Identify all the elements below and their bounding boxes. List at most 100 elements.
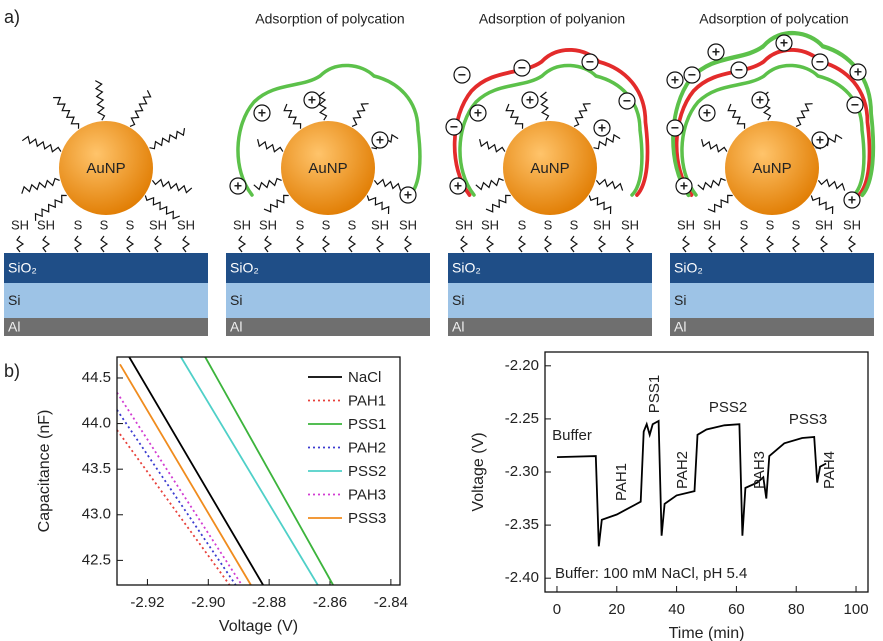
y-axis-label: Capacitance (nF) xyxy=(36,410,53,533)
charge-sign: + xyxy=(404,187,412,203)
polyelectrolyte xyxy=(671,30,876,198)
surface-label: SH xyxy=(233,217,251,232)
linker xyxy=(238,235,247,253)
schematic-title: Adsorption of polycation xyxy=(255,11,404,27)
substrate-layer xyxy=(448,318,652,336)
x-tick-label: 20 xyxy=(608,601,625,618)
linker xyxy=(708,235,717,253)
substrate-layer xyxy=(670,318,874,336)
ligand xyxy=(129,90,152,127)
legend-label: PAH2 xyxy=(348,439,386,456)
charge xyxy=(811,131,829,149)
surface-label: SH xyxy=(481,217,499,232)
charge xyxy=(683,66,701,84)
ligand xyxy=(149,128,186,150)
charge-sign: − xyxy=(816,54,824,70)
y-tick-label: -2.20 xyxy=(505,357,539,374)
charge xyxy=(521,91,539,109)
layer-label: Al xyxy=(674,319,686,335)
particle-label: AuNP xyxy=(308,160,347,177)
surface-label: S xyxy=(348,217,357,232)
ligand xyxy=(366,195,390,215)
surface-label: SH xyxy=(703,217,721,232)
surface-label: SH xyxy=(621,217,639,232)
y-tick-label: 44.5 xyxy=(82,369,111,386)
ligand xyxy=(707,194,733,213)
panel-label: b) xyxy=(4,361,20,381)
surface-label: SH xyxy=(843,217,861,232)
linker xyxy=(100,235,109,253)
data-line xyxy=(119,363,252,586)
surface-label: SH xyxy=(37,217,55,232)
surface-label: SH xyxy=(177,217,195,232)
legend-label: PSS3 xyxy=(348,510,386,527)
data-line xyxy=(180,356,319,586)
surface-label: SH xyxy=(455,217,473,232)
linker xyxy=(296,235,305,253)
x-tick-label: -2.92 xyxy=(130,594,164,611)
charge xyxy=(593,119,611,137)
ligand xyxy=(257,139,284,153)
charge-sign: + xyxy=(703,105,711,121)
data-line xyxy=(128,356,264,586)
surface-label: SH xyxy=(677,217,695,232)
charge xyxy=(811,53,829,71)
substrate-layer xyxy=(4,253,208,283)
ligand xyxy=(263,194,289,213)
substrate-layer xyxy=(670,253,874,283)
linker xyxy=(404,235,413,253)
charge xyxy=(453,66,471,84)
substrate-layer xyxy=(448,253,652,283)
layer-label: Al xyxy=(452,319,464,335)
annotation: PSS1 xyxy=(646,375,663,413)
data-line xyxy=(116,429,231,586)
ligand xyxy=(505,103,524,129)
linker xyxy=(544,235,553,253)
ligand xyxy=(697,177,726,191)
charge xyxy=(707,43,725,61)
ligand xyxy=(485,194,511,213)
charge xyxy=(445,118,463,136)
surface-label: SH xyxy=(593,217,611,232)
panel-label: a) xyxy=(4,7,20,27)
charge-sign: − xyxy=(450,119,458,135)
y-tick-label: -2.25 xyxy=(505,410,539,427)
x-tick-label: 0 xyxy=(553,601,561,618)
gold-nanoparticle xyxy=(281,121,375,215)
layer-label: Al xyxy=(8,319,20,335)
y-tick-label: -2.30 xyxy=(505,463,539,480)
charge-sign: + xyxy=(816,132,824,148)
particle-label: AuNP xyxy=(86,160,125,177)
y-tick-label: -2.40 xyxy=(505,569,539,586)
ligand xyxy=(21,135,62,153)
polyelectrolyte xyxy=(236,63,422,197)
plot-frame xyxy=(544,351,869,593)
ligand xyxy=(588,195,612,215)
x-tick-label: -2.90 xyxy=(191,594,225,611)
charge xyxy=(253,104,271,122)
linker xyxy=(820,235,829,253)
ligand xyxy=(795,103,813,127)
surface-label: SH xyxy=(149,217,167,232)
legend-label: NaCl xyxy=(348,369,381,386)
layer-label: SiO₂ xyxy=(674,260,703,276)
charge-sign: − xyxy=(688,67,696,83)
linker xyxy=(264,235,273,253)
linker xyxy=(348,235,357,253)
x-tick-label: -2.88 xyxy=(252,594,286,611)
note: Buffer: 100 mM NaCl, pH 5.4 xyxy=(555,565,747,582)
layer-label: Si xyxy=(230,292,242,308)
charge xyxy=(303,91,321,109)
charge xyxy=(618,92,636,110)
substrate-layer xyxy=(4,318,208,336)
charge xyxy=(775,34,793,52)
y-tick-label: 44.0 xyxy=(82,415,111,432)
surface-label: SH xyxy=(259,217,277,232)
surface-label: S xyxy=(766,217,775,232)
charge-sign: − xyxy=(623,93,631,109)
annotation: PAH4 xyxy=(821,451,838,489)
surface-label: S xyxy=(792,217,801,232)
